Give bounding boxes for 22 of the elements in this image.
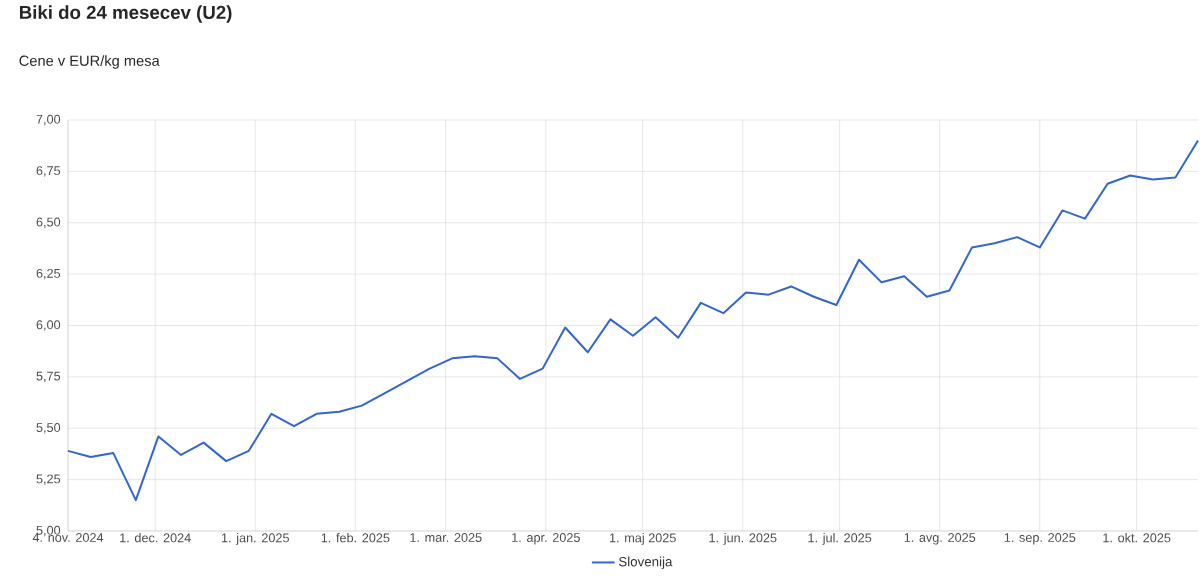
y-tick-label: 7,00 — [36, 114, 61, 126]
x-tick-label: 1. avg. 2025 — [904, 533, 976, 545]
x-tick-label: 1. jan. 2025 — [221, 533, 289, 545]
x-tick-label: 1. apr. 2025 — [512, 533, 580, 545]
x-tick-label: 1. dec. 2024 — [120, 533, 191, 543]
y-tick-label: 5,25 — [36, 474, 61, 485]
x-tick-label: 1. sep. 2025 — [1004, 533, 1076, 545]
x-tick-label: 1. maj 2025 — [609, 533, 676, 545]
x-tick-label: 1. jul. 2025 — [808, 533, 872, 545]
y-tick-label: 6,00 — [36, 320, 61, 331]
y-tick-label: 5,50 — [36, 423, 61, 434]
chart-subtitle: Cene v EUR/kg mesa — [19, 55, 160, 69]
y-tick-label: 6,75 — [36, 166, 61, 177]
x-tick-label: 1. mar. 2025 — [410, 533, 482, 542]
y-tick-label: 5,75 — [36, 371, 61, 383]
y-tick-label: 6,50 — [36, 217, 61, 228]
legend-label: Slovenija — [618, 556, 673, 570]
x-tick-label: 1. okt. 2025 — [1103, 533, 1171, 543]
chart-title: Biki do 24 mesecev (U2) — [19, 5, 232, 23]
x-tick-label: 1. jun. 2025 — [709, 533, 777, 545]
x-tick-label: 1. feb. 2025 — [321, 533, 390, 543]
y-tick-label: 6,25 — [36, 268, 61, 280]
